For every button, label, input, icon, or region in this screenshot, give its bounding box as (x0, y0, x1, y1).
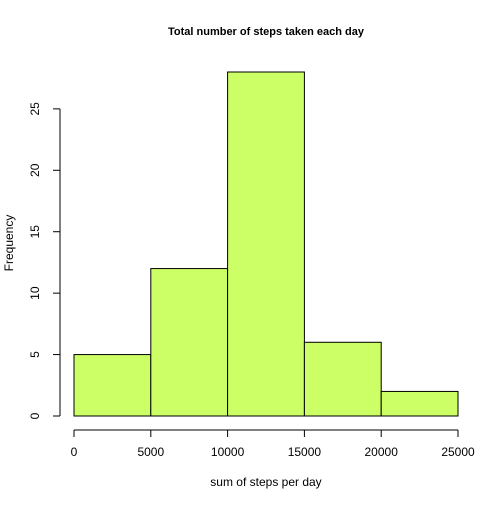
histogram-bar-3 (227, 71, 305, 417)
x-tick-label-4: 15000 (288, 445, 322, 459)
chart-title: Total number of steps taken each day (168, 26, 365, 38)
x-tick-label-6: 25000 (441, 445, 475, 459)
x-tick-label-5: 20000 (365, 445, 399, 459)
x-axis: 0 5000 10000 15000 20000 25000 (71, 429, 475, 459)
histogram-bar-2 (150, 268, 229, 417)
x-tick-label-2: 5000 (137, 445, 164, 459)
y-axis: 0 5 10 15 20 25 (28, 102, 61, 419)
y-tick-label-3: 10 (28, 286, 42, 300)
x-tick-label-3: 10000 (211, 445, 245, 459)
y-tick-label-4: 15 (28, 225, 42, 239)
y-axis-label: Frequency (2, 215, 16, 272)
y-tick-label-5: 20 (28, 163, 42, 177)
histogram-bar-1 (73, 354, 152, 417)
x-tick-label-1: 0 (71, 445, 78, 459)
histogram-bar-5 (380, 390, 459, 417)
x-axis-label: sum of steps per day (210, 475, 321, 489)
y-tick-label-1: 0 (28, 412, 42, 419)
y-tick-label-2: 5 (28, 351, 42, 358)
x-axis-ticks: 0 5000 10000 15000 20000 25000 (71, 430, 475, 459)
bars-layer (73, 71, 459, 417)
histogram-bar-4 (303, 341, 382, 417)
y-axis-ticks: 0 5 10 15 20 25 (28, 102, 60, 419)
y-tick-label-6: 25 (28, 102, 42, 116)
